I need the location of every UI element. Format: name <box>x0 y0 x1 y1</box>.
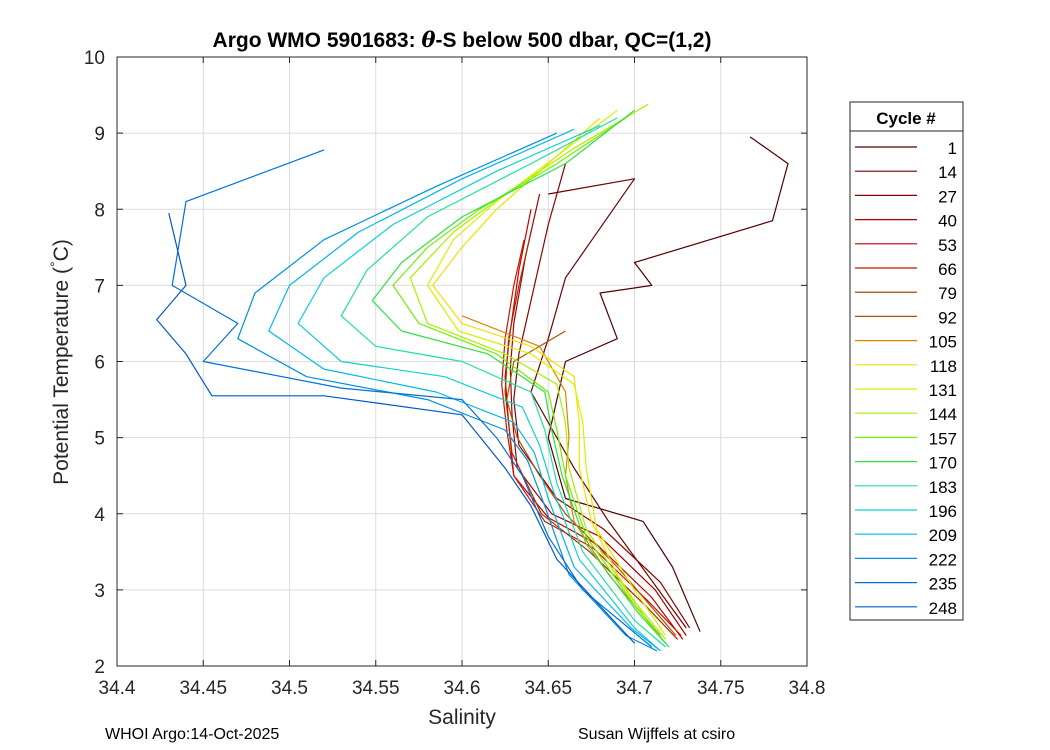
legend-label-cycle-222: 222 <box>929 550 957 569</box>
series-line-cycle-79 <box>504 231 679 640</box>
x-axis-label: Salinity <box>428 706 496 729</box>
series-line-cycle-222 <box>237 132 658 652</box>
x-tick-label: 34.7 <box>616 678 653 699</box>
series-line-cycle-248 <box>156 212 635 644</box>
series-line-cycle-118 <box>432 117 653 629</box>
chart-title-prefix: Argo WMO 5901683: <box>213 29 422 52</box>
legend-label-cycle-105: 105 <box>929 333 957 352</box>
y-axis-label-unit: C) <box>50 239 73 261</box>
legend-label-cycle-144: 144 <box>929 405 957 424</box>
series-line-cycle-131 <box>426 109 667 636</box>
series-line-cycle-183 <box>340 117 666 648</box>
y-axis-label-main: Potential Temperature ( <box>50 267 73 485</box>
legend-label-cycle-66: 66 <box>938 260 957 279</box>
legend-label-cycle-209: 209 <box>929 526 957 545</box>
series-line-cycle-235 <box>171 149 653 648</box>
y-tick-label: 2 <box>94 657 105 678</box>
y-tick-label: 4 <box>94 505 105 526</box>
series-line-cycle-66 <box>501 239 682 636</box>
series-line-cycle-196 <box>297 124 661 652</box>
legend-label-cycle-170: 170 <box>929 454 957 473</box>
legend-label-cycle-248: 248 <box>929 599 957 618</box>
series-line-cycle-209 <box>268 128 661 652</box>
legend-label-cycle-235: 235 <box>929 575 957 594</box>
legend-label-cycle-79: 79 <box>938 284 957 303</box>
legend-label-cycle-157: 157 <box>929 429 957 448</box>
legend-label-cycle-131: 131 <box>929 381 957 400</box>
series-line-cycle-170 <box>371 109 670 648</box>
x-tick-label: 34.5 <box>271 678 308 699</box>
y-tick-label: 3 <box>94 581 105 602</box>
axis-ticks: 34.4 34.45 34.5 34.55 34.6 34.65 34.7 34.75 34.8… <box>84 48 826 699</box>
x-tick-label: 34.8 <box>789 678 826 699</box>
y-tick-label: 8 <box>94 200 105 221</box>
legend-title: Cycle # <box>876 109 936 128</box>
legend-label-cycle-118: 118 <box>930 357 957 376</box>
y-axis-label-degree: ° <box>47 261 63 267</box>
legend-items: 1 14 27 40 53 66 79 92 105 118 131 144 157 170 183 196 2… <box>855 139 957 618</box>
y-tick-label: 6 <box>94 353 105 374</box>
series-line-cycle-53 <box>504 209 684 640</box>
chart-title-symbol: θ <box>421 27 435 52</box>
footer-left: WHOI Argo:14-Oct-2025 <box>105 726 280 743</box>
legend-label-cycle-92: 92 <box>938 308 957 327</box>
x-tick-label: 34.45 <box>179 678 227 699</box>
legend: Cycle # 1 14 27 40 53 66 79 92 105 118 131 144 157 17… <box>849 101 964 621</box>
x-tick-label: 34.65 <box>524 678 572 699</box>
series-line-cycle-105 <box>461 315 661 636</box>
x-tick-label: 34.75 <box>697 678 745 699</box>
legend-label-cycle-53: 53 <box>938 236 957 255</box>
x-tick-label: 34.55 <box>352 678 400 699</box>
chart-title-suffix: -S below 500 dbar, QC=(1,2) <box>435 29 711 52</box>
series-line-cycle-27 <box>513 163 691 629</box>
x-tick-label: 34.6 <box>444 678 481 699</box>
legend-label-cycle-40: 40 <box>938 212 957 231</box>
series-line-cycle-14 <box>530 178 687 629</box>
footer-right: Susan Wijffels at csiro <box>578 726 736 743</box>
data-series <box>156 103 789 652</box>
legend-label-cycle-27: 27 <box>938 187 957 206</box>
y-tick-label: 5 <box>94 429 105 450</box>
legend-label-cycle-14: 14 <box>938 163 957 182</box>
x-tick-label: 34.4 <box>99 678 136 699</box>
series-line-cycle-40 <box>509 193 687 636</box>
series-line-cycle-157 <box>392 117 667 644</box>
legend-label-cycle-1: 1 <box>948 139 957 158</box>
y-axis-label: Potential Temperature (°C) <box>47 239 73 485</box>
legend-label-cycle-183: 183 <box>929 478 957 497</box>
chart-title: Argo WMO 5901683: θ-S below 500 dbar, QC… <box>213 27 712 52</box>
y-tick-label: 10 <box>84 48 105 69</box>
y-tick-label: 7 <box>94 276 105 297</box>
y-tick-label: 9 <box>94 124 105 145</box>
legend-label-cycle-196: 196 <box>929 502 957 521</box>
series-line-cycle-1 <box>547 136 789 632</box>
